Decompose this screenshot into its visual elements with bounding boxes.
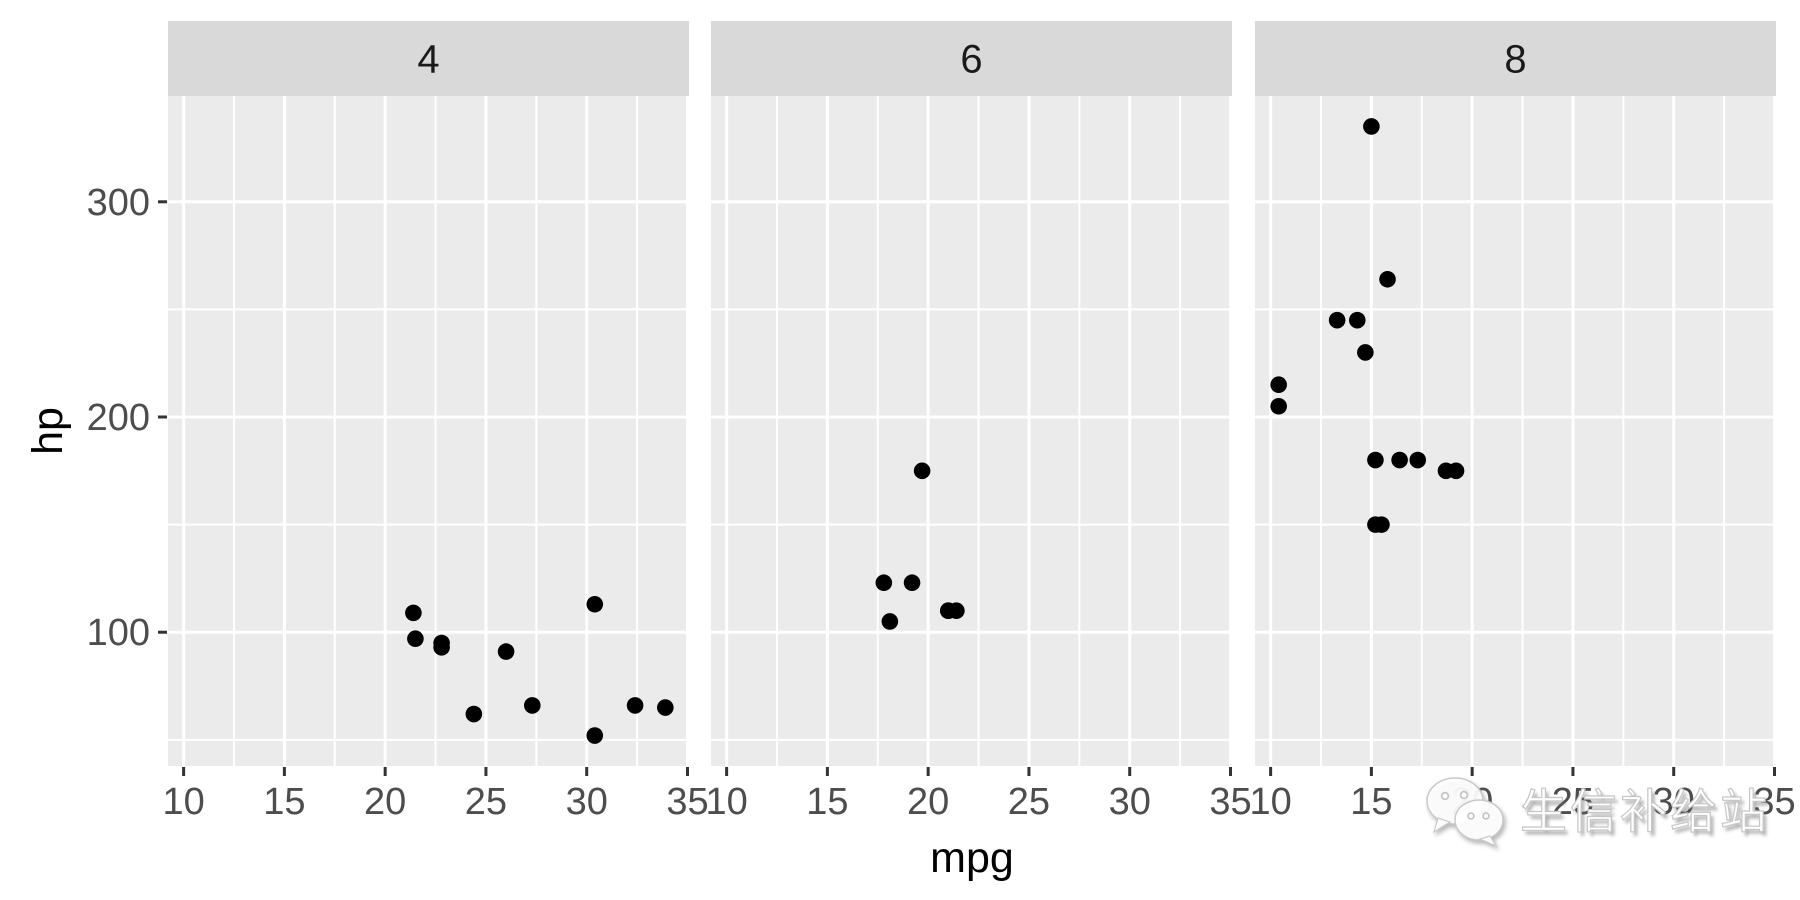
x-tick-label: 35 [1209, 781, 1251, 823]
data-point [903, 574, 921, 592]
x-tick-label: 25 [1552, 781, 1594, 823]
x-tick-label: 30 [1109, 781, 1151, 823]
data-point [1367, 451, 1384, 469]
x-tick-label: 20 [1451, 781, 1493, 823]
x-tick-label: 15 [1350, 781, 1392, 823]
data-point [1363, 118, 1380, 135]
data-point [875, 574, 893, 592]
data-point [586, 727, 604, 744]
data-point [1270, 397, 1287, 415]
data-point [657, 699, 674, 716]
data-point [407, 630, 424, 647]
data-point [1328, 311, 1346, 329]
data-point [913, 462, 931, 480]
panel-background [1255, 96, 1776, 766]
facet-strip [1255, 21, 1776, 96]
data-point [433, 634, 450, 652]
x-tick-label: 20 [364, 781, 406, 823]
x-axis-title: mpg [930, 834, 1014, 882]
data-point [1379, 270, 1396, 288]
data-point [1367, 516, 1384, 533]
x-tick-label: 35 [666, 781, 708, 823]
data-point [523, 697, 541, 714]
y-tick-label: 300 [87, 182, 150, 224]
x-tick-label: 15 [263, 781, 305, 823]
y-axis-title: hp [24, 407, 72, 455]
x-tick-label: 25 [465, 781, 507, 823]
data-point [405, 604, 422, 622]
x-tick-label: 30 [566, 781, 608, 823]
data-point [465, 705, 483, 723]
strip-label: 8 [1504, 38, 1526, 82]
panel-background [168, 96, 689, 766]
x-tick-label: 30 [1653, 781, 1695, 823]
facet-strip [168, 21, 689, 96]
strip-label: 4 [417, 38, 439, 82]
y-tick-label: 200 [87, 397, 150, 439]
y-tick-label: 100 [87, 612, 150, 654]
data-point [1391, 451, 1408, 469]
data-point [497, 643, 515, 660]
strip-label: 6 [960, 38, 982, 82]
x-tick-label: 10 [705, 781, 747, 823]
x-tick-label: 20 [907, 781, 949, 823]
x-tick-label: 35 [1753, 781, 1795, 823]
data-point [881, 613, 899, 630]
x-tick-label: 10 [1249, 781, 1291, 823]
facet-strip [711, 21, 1232, 96]
x-tick-label: 10 [162, 781, 204, 823]
data-point [1447, 462, 1465, 480]
data-point [586, 595, 604, 613]
data-point [1357, 344, 1374, 361]
x-tick-label: 25 [1008, 781, 1050, 823]
data-point [948, 602, 965, 620]
data-point [626, 697, 644, 714]
data-point [1409, 451, 1427, 469]
data-point [1348, 311, 1366, 329]
panel-background [711, 96, 1232, 766]
x-tick-label: 15 [806, 781, 848, 823]
data-point [1270, 376, 1287, 394]
